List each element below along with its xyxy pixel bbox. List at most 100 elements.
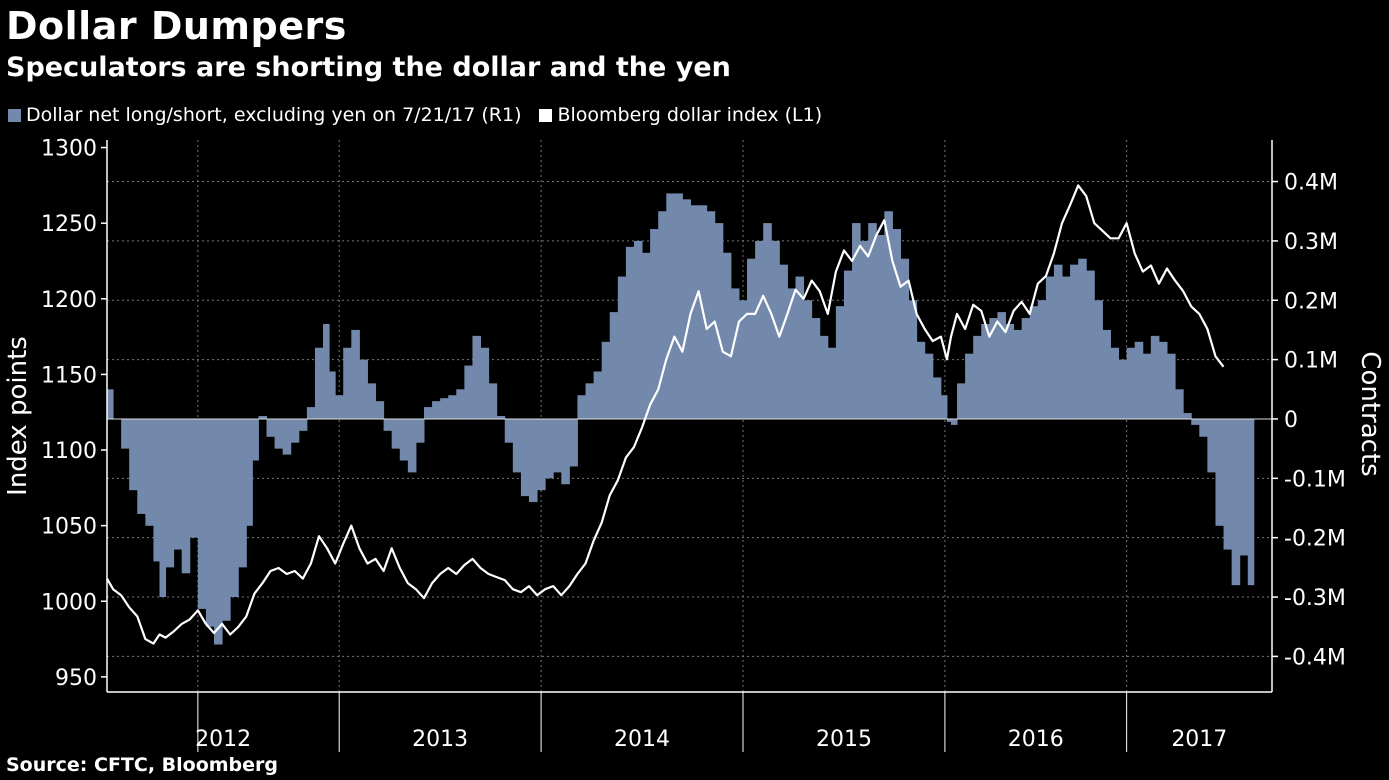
bar-net-position xyxy=(1175,389,1184,419)
bar-net-position xyxy=(222,418,231,621)
bar-net-position xyxy=(496,416,506,419)
bar-net-position xyxy=(488,383,498,419)
bar-net-position xyxy=(472,335,482,419)
bar-net-position xyxy=(908,300,918,419)
bar-net-position xyxy=(189,418,199,538)
bar-net-position xyxy=(246,418,253,526)
bar-net-position xyxy=(1118,359,1128,419)
bar-net-position xyxy=(924,353,934,419)
bar-net-position xyxy=(973,335,982,419)
bar-net-position xyxy=(642,252,651,419)
left-tick-label: 1200 xyxy=(41,288,97,313)
bar-net-position xyxy=(553,418,562,473)
bar-net-position xyxy=(1037,300,1047,419)
left-tick-label: 1250 xyxy=(41,212,97,237)
bar-net-position xyxy=(617,276,627,419)
bar-net-position xyxy=(537,418,546,491)
bar-net-position xyxy=(375,401,385,419)
bar-net-position xyxy=(181,418,191,574)
bar-net-position xyxy=(1247,418,1255,586)
legend-swatch-net-position xyxy=(8,108,21,122)
bar-net-position xyxy=(940,395,948,419)
bar-net-position xyxy=(329,371,336,419)
bar-net-position xyxy=(787,288,797,419)
right-tick-label: 0.1M xyxy=(1284,349,1338,374)
bar-net-position xyxy=(173,418,183,550)
right-tick-label: 0.2M xyxy=(1284,289,1338,314)
bar-net-position xyxy=(512,418,522,473)
bar-net-position xyxy=(1062,276,1071,419)
bar-net-position xyxy=(722,252,732,419)
bar-net-position xyxy=(306,407,316,419)
bar-net-position xyxy=(1183,413,1192,419)
bar-net-position xyxy=(730,288,740,419)
bar-net-position xyxy=(892,229,901,419)
bar-net-position xyxy=(367,383,377,419)
right-tick-label: -0.4M xyxy=(1284,645,1346,670)
bar-net-position xyxy=(137,418,146,514)
bar-net-position xyxy=(1102,329,1111,419)
bar-net-position xyxy=(674,193,683,419)
chart-subtitle: Speculators are shorting the dollar and … xyxy=(6,52,731,83)
bar-net-position xyxy=(852,223,861,419)
bar-net-position xyxy=(274,418,284,449)
bar-net-position xyxy=(1021,318,1031,419)
legend: Dollar net long/short, excluding yen on … xyxy=(8,104,840,126)
bar-net-position xyxy=(763,223,772,419)
bar-net-position xyxy=(1005,324,1015,419)
bar-net-position xyxy=(1053,264,1063,419)
bar-net-position xyxy=(900,258,910,419)
left-axis-title: Index points xyxy=(3,336,33,496)
bar-net-position xyxy=(1215,418,1225,526)
bar-net-position xyxy=(399,418,409,461)
right-tick-label: -0.3M xyxy=(1284,586,1346,611)
bar-net-position xyxy=(981,324,990,419)
legend-label-net-position: Dollar net long/short, excluding yen on … xyxy=(26,104,522,126)
bar-net-position xyxy=(440,398,449,419)
bar-net-position xyxy=(1223,418,1233,550)
x-tick-label: 2015 xyxy=(816,727,872,752)
bar-net-position xyxy=(407,418,417,473)
bar-net-position xyxy=(1239,418,1249,556)
bar-net-position xyxy=(819,335,829,419)
bar-net-position xyxy=(1142,353,1152,419)
bar-net-position xyxy=(950,418,958,425)
bar-net-position xyxy=(690,205,700,419)
bar-net-position xyxy=(323,324,330,419)
right-tick-label: 0.3M xyxy=(1284,230,1338,255)
left-tick-label: 1000 xyxy=(41,590,97,615)
left-tick-label: 1150 xyxy=(41,363,97,388)
bar-net-position xyxy=(965,353,974,419)
bar-net-position xyxy=(415,418,425,443)
bar-net-position xyxy=(997,312,1006,419)
bar-net-position xyxy=(129,418,138,491)
bar-net-position xyxy=(1126,347,1136,419)
bar-net-position xyxy=(609,312,619,419)
bar-net-position xyxy=(1013,329,1023,419)
x-tick-label: 2014 xyxy=(614,727,670,752)
bar-net-position xyxy=(682,199,692,419)
bar-net-position xyxy=(197,418,207,609)
bar-net-position xyxy=(464,365,473,419)
bar-net-position xyxy=(593,371,603,419)
series-line-dollar-index xyxy=(106,184,1225,645)
right-axis-title: Contracts xyxy=(1355,351,1385,476)
bar-net-position xyxy=(868,223,877,419)
bar-net-position xyxy=(585,383,595,419)
left-tick-label: 950 xyxy=(55,666,97,691)
right-tick-label: 0.4M xyxy=(1284,171,1338,196)
bar-net-position xyxy=(795,276,805,419)
bar-net-position xyxy=(1110,347,1120,419)
bar-net-position xyxy=(258,416,268,419)
bar-net-position xyxy=(876,234,885,419)
bar-net-position xyxy=(561,418,570,485)
right-tick-label: -0.1M xyxy=(1284,467,1346,492)
bar-net-position xyxy=(706,211,716,419)
x-tick-label: 2013 xyxy=(412,727,468,752)
bar-net-position xyxy=(714,223,724,419)
legend-label-dollar-index: Bloomberg dollar index (L1) xyxy=(557,104,823,126)
bar-net-position xyxy=(771,240,780,419)
bar-net-position xyxy=(391,418,401,449)
bar-net-position xyxy=(214,418,223,645)
bar-net-position xyxy=(1199,418,1208,437)
